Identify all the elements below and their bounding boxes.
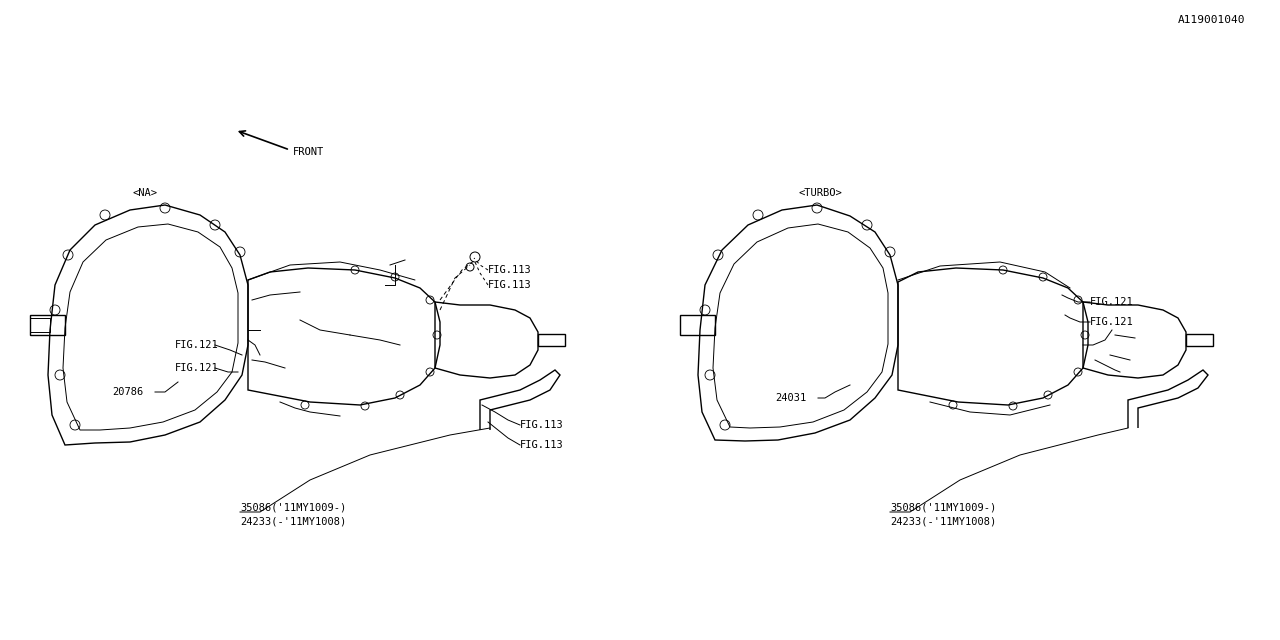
- Text: 35086('11MY1009-): 35086('11MY1009-): [241, 503, 347, 513]
- Text: FIG.121: FIG.121: [175, 363, 219, 373]
- Text: FIG.113: FIG.113: [488, 265, 531, 275]
- Text: FIG.113: FIG.113: [520, 440, 563, 450]
- Text: <TURBO>: <TURBO>: [799, 188, 842, 198]
- Text: FIG.121: FIG.121: [1091, 317, 1134, 327]
- Text: 35086('11MY1009-): 35086('11MY1009-): [890, 503, 996, 513]
- Text: FIG.121: FIG.121: [175, 340, 219, 350]
- Text: FIG.113: FIG.113: [488, 280, 531, 290]
- Text: FIG.121: FIG.121: [1091, 297, 1134, 307]
- Text: FRONT: FRONT: [293, 147, 324, 157]
- Text: 20786: 20786: [113, 387, 143, 397]
- Text: 24031: 24031: [774, 393, 806, 403]
- Text: A119001040: A119001040: [1178, 15, 1245, 25]
- Text: 24233(-'11MY1008): 24233(-'11MY1008): [241, 517, 347, 527]
- Text: FIG.113: FIG.113: [520, 420, 563, 430]
- Text: <NA>: <NA>: [133, 188, 157, 198]
- Text: 24233(-'11MY1008): 24233(-'11MY1008): [890, 517, 996, 527]
